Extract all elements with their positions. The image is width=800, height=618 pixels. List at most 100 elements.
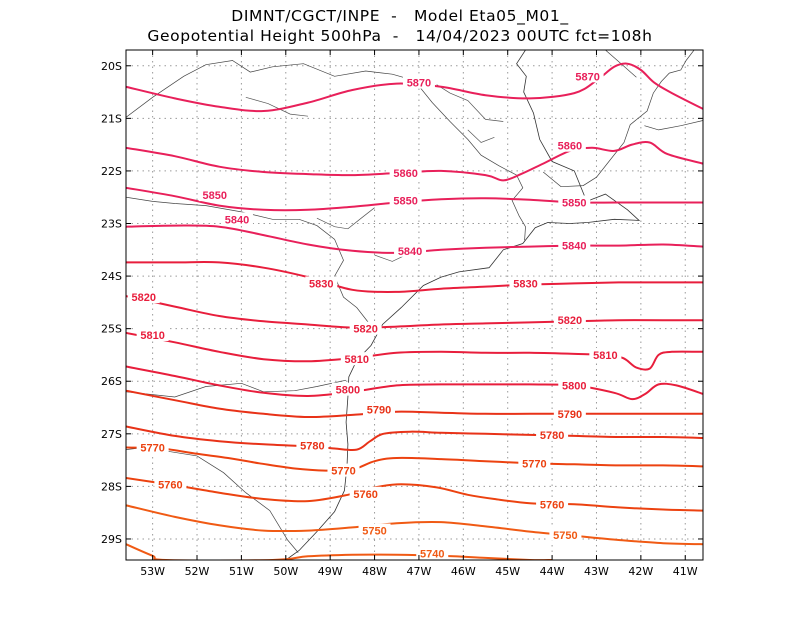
state-border (126, 196, 369, 323)
contour-label-bg (154, 477, 187, 491)
chart-title-line2: Geopotential Height 500hPa - 14/04/2023 … (147, 27, 653, 45)
contour-labels-layer: 5870 5870 5860 5860 5850 5850 5850 5840 5840 5840… (127, 69, 622, 561)
tick-label-lat: 24S (101, 270, 122, 283)
contour-label-5790: 5790 (367, 405, 391, 417)
contour-label-5770: 5770 (522, 458, 546, 470)
contour-line-5770 (126, 446, 703, 472)
contour-label-bg (558, 238, 591, 252)
contour-line-5860 (126, 140, 703, 182)
contour-label-bg (327, 463, 360, 477)
contour-line-5810 (126, 331, 703, 371)
contour-label-5850: 5850 (562, 197, 586, 209)
state-border (644, 120, 703, 131)
axis-ticks: 53W 52W 51W 50W 49W 48W 47W 46W 45W 44W 43W 42W 41W 2… (101, 50, 703, 578)
contour-label-5760: 5760 (353, 489, 377, 501)
state-border (126, 379, 347, 398)
contour-label-bg (549, 527, 582, 541)
tick-label-lon: 49W (318, 565, 343, 578)
contour-label-5820: 5820 (353, 324, 377, 336)
contour-label-bg (571, 69, 604, 83)
contour-label-5750: 5750 (362, 526, 386, 538)
contour-label-bg (402, 75, 435, 89)
contour-label-5840: 5840 (562, 241, 586, 253)
contour-line-5740 (126, 543, 553, 560)
contour-label-bg (305, 276, 338, 290)
contour-label-5870: 5870 (407, 78, 431, 90)
contour-label-5790: 5790 (558, 409, 582, 421)
chart-title-line1: DIMNT/CGCT/INPE - Model Eta05_M01_ (231, 7, 569, 25)
contour-label-bg (296, 438, 329, 452)
state-border (126, 60, 526, 241)
tick-label-lon: 53W (140, 565, 165, 578)
reservoir-outline (245, 96, 309, 117)
geography-layer (126, 50, 703, 560)
tick-label-lon: 48W (362, 565, 387, 578)
contour-label-bg (558, 378, 591, 392)
contour-line-5780 (126, 425, 703, 452)
contour-line-5870 (126, 62, 703, 113)
tick-label-lat: 29S (101, 533, 122, 546)
contour-label-bg (416, 546, 449, 560)
contour-label-bg (331, 382, 364, 396)
contour-label-5850: 5850 (203, 190, 227, 202)
contour-label-bg (349, 321, 382, 335)
contour-label-5760: 5760 (540, 499, 564, 511)
contour-label-5810: 5810 (140, 330, 164, 342)
contour-label-bg (389, 166, 422, 180)
contour-line-5830 (126, 261, 703, 293)
contour-label-bg (553, 138, 586, 152)
contour-line-5800 (126, 365, 703, 401)
tick-label-lat: 28S (101, 480, 122, 493)
contour-label-bg (536, 497, 569, 511)
tick-label-lat: 22S (101, 165, 122, 178)
contour-label-bg (553, 313, 586, 327)
contour-label-5840: 5840 (398, 246, 422, 258)
tick-label-lon: 51W (229, 565, 254, 578)
tick-label-lat: 27S (101, 428, 122, 441)
contour-label-5800: 5800 (336, 385, 360, 397)
contour-label-5740: 5740 (420, 549, 444, 561)
tick-label-lon: 42W (628, 565, 653, 578)
tick-label-lon: 41W (673, 565, 698, 578)
contour-label-bg (394, 243, 427, 257)
contour-label-5770: 5770 (331, 466, 355, 478)
contour-label-5810: 5810 (593, 350, 617, 362)
contour-label-bg (349, 486, 382, 500)
reservoir-outline (316, 207, 375, 230)
tick-label-lat: 21S (101, 112, 122, 125)
contour-label-bg (558, 195, 591, 209)
contour-label-bg (136, 327, 169, 341)
contour-label-5820: 5820 (558, 315, 582, 327)
contour-label-bg (553, 406, 586, 420)
contour-label-5830: 5830 (513, 278, 537, 290)
tick-label-lat: 23S (101, 218, 122, 231)
tick-label-lon: 47W (407, 565, 432, 578)
tick-label-lat: 25S (101, 323, 122, 336)
contour-label-5820: 5820 (132, 292, 156, 304)
grid-lines (126, 50, 703, 560)
contour-label-bg (509, 276, 542, 290)
reservoir-outline (436, 84, 504, 122)
tick-label-lat: 26S (101, 375, 122, 388)
contour-label-5780: 5780 (540, 430, 564, 442)
contour-label-5770: 5770 (140, 442, 164, 454)
tick-label-lon: 45W (495, 565, 520, 578)
contour-line-5790 (126, 389, 703, 419)
contour-line-5750 (126, 504, 703, 546)
contour-label-5860: 5860 (558, 141, 582, 153)
contour-label-bg (358, 523, 391, 537)
contour-label-5800: 5800 (562, 380, 586, 392)
contour-label-bg (589, 347, 622, 361)
contour-label-bg (127, 290, 160, 304)
contour-line-5820 (126, 295, 703, 329)
tick-label-lon: 46W (451, 565, 476, 578)
reservoir-outline (467, 129, 495, 143)
tick-label-lon: 44W (540, 565, 565, 578)
contour-label-bg (198, 188, 231, 202)
contour-label-5850: 5850 (393, 195, 417, 207)
contour-label-bg (518, 456, 551, 470)
contour-label-5750: 5750 (553, 530, 577, 542)
contour-label-5830: 5830 (309, 278, 333, 290)
tick-label-lat: 20S (101, 60, 122, 73)
